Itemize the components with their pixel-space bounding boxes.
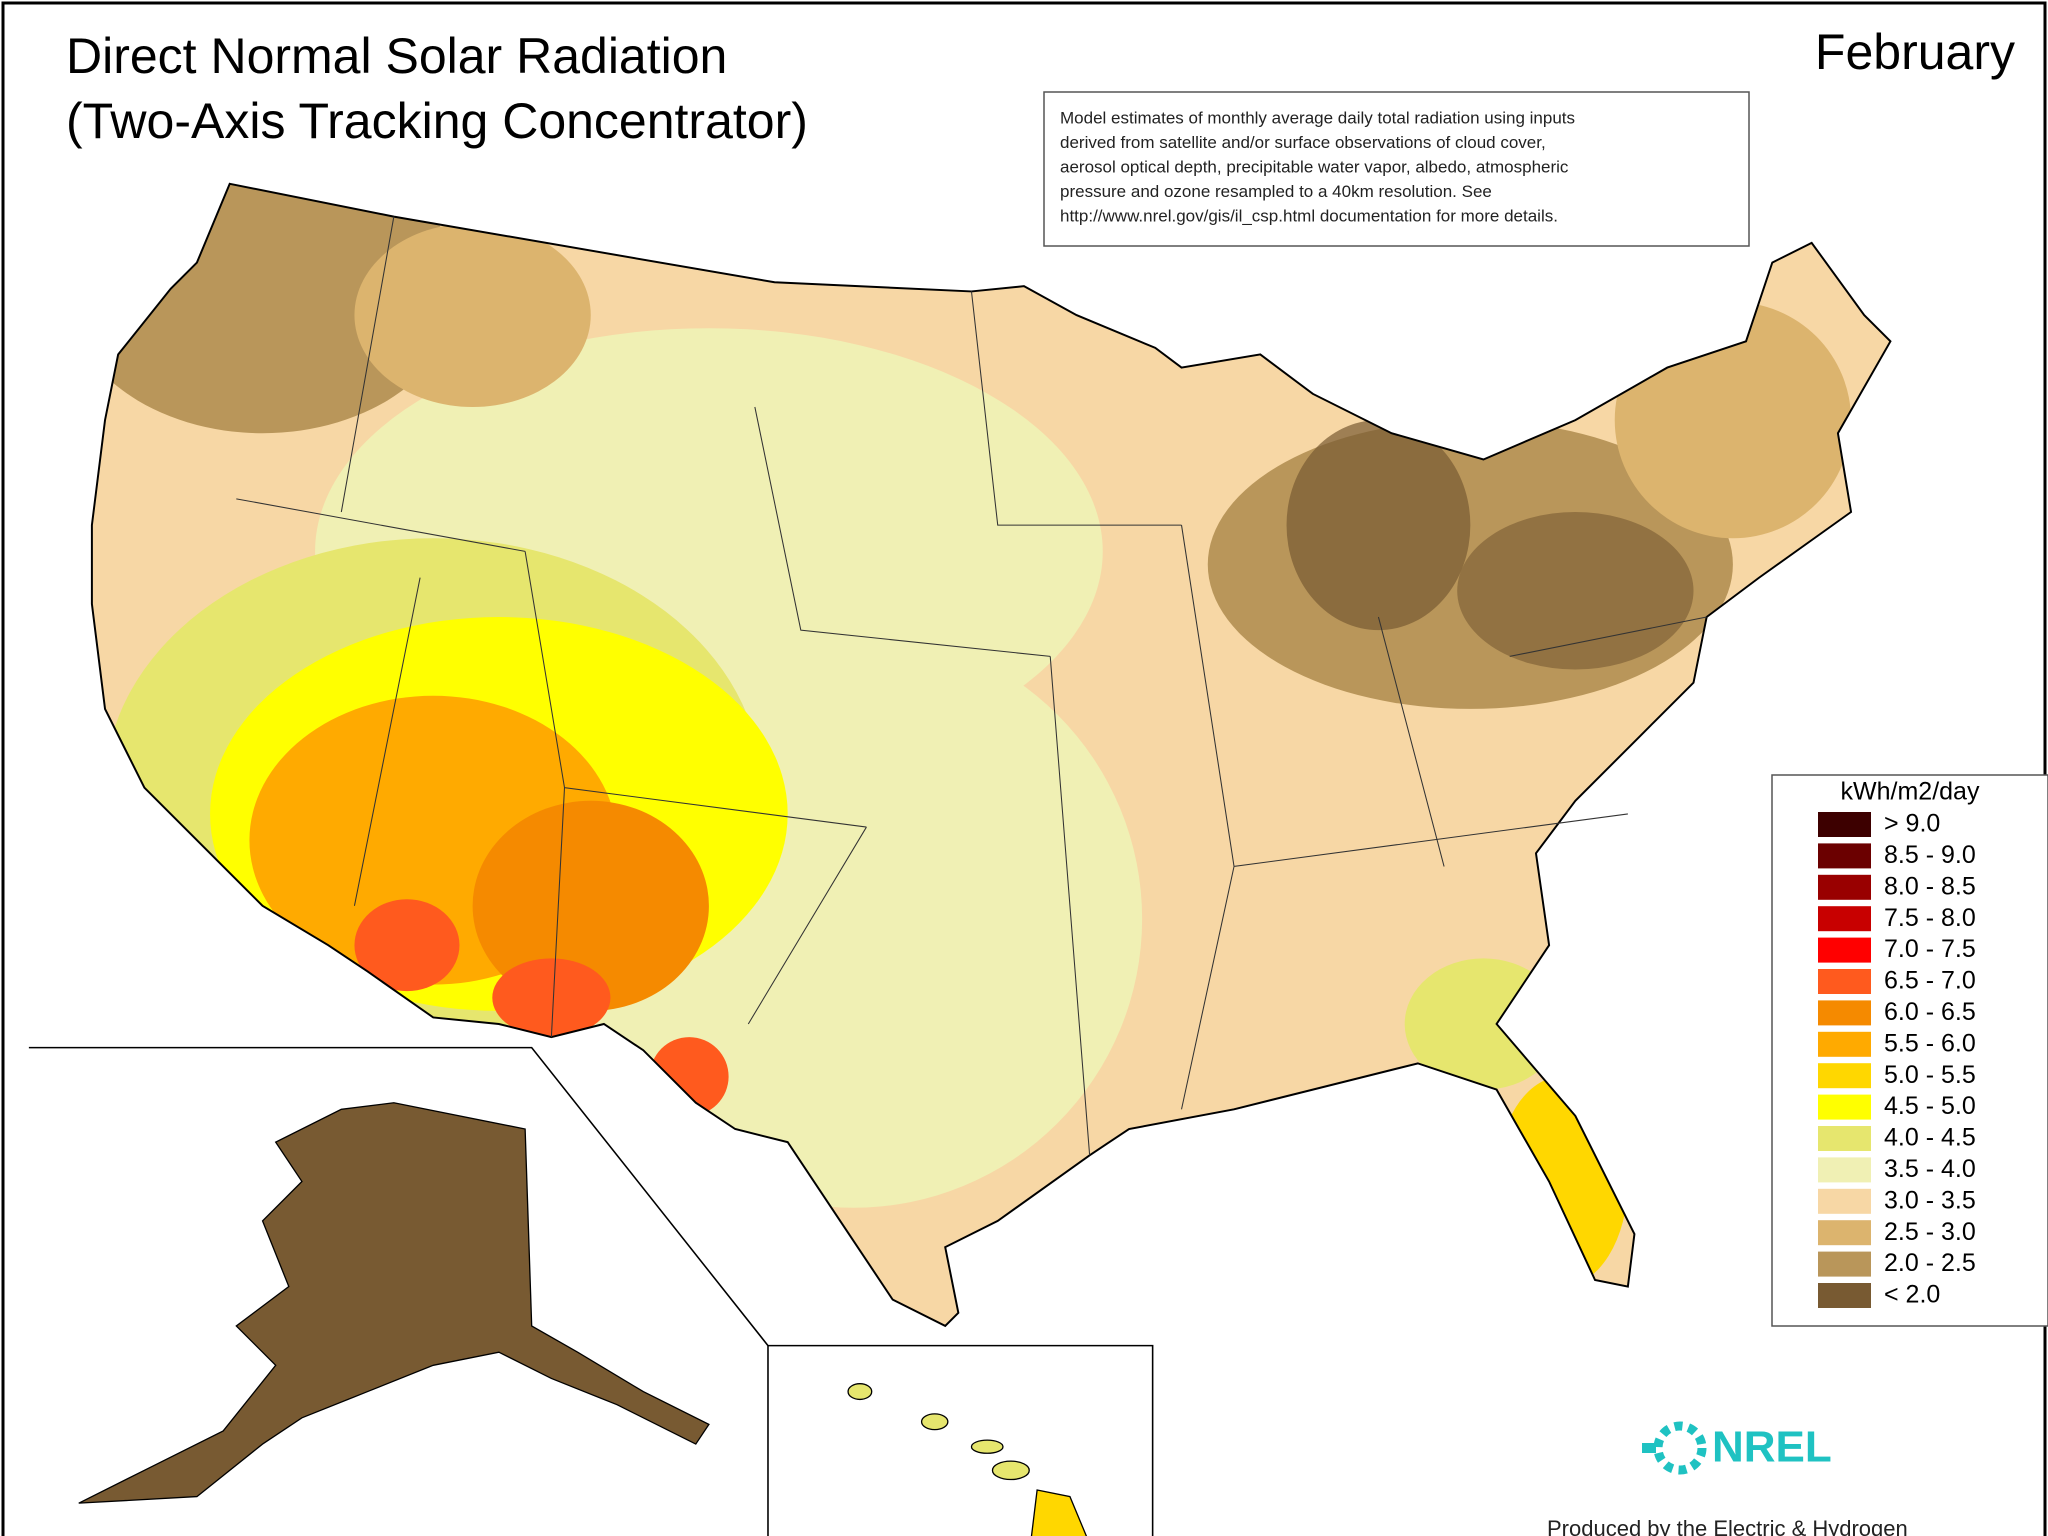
footer: Produced by the Electric & Hydrogen	[1547, 1516, 1908, 1536]
month: February	[1815, 24, 2015, 80]
legend-swatch	[1818, 1126, 1871, 1151]
alaska	[78, 1102, 710, 1504]
legend-label: 3.0 - 3.5	[1884, 1186, 1976, 1214]
note-line: derived from satellite and/or surface ob…	[1060, 133, 1546, 152]
legend-title: kWh/m2/day	[1841, 778, 1980, 806]
legend-swatch	[1818, 843, 1871, 869]
legend-label: 8.5 - 9.0	[1884, 841, 1976, 869]
legend-label: 8.0 - 8.5	[1884, 872, 1976, 900]
legend-label: 2.5 - 3.0	[1884, 1218, 1976, 1246]
legend-label: 6.5 - 7.0	[1884, 967, 1976, 995]
legend-swatch	[1818, 1220, 1871, 1246]
legend-swatch	[1818, 1157, 1871, 1183]
legend-label: 5.5 - 6.0	[1884, 1029, 1976, 1057]
legend-swatch	[1818, 874, 1871, 900]
legend-label: < 2.0	[1884, 1281, 1940, 1309]
legend-swatch	[1818, 1063, 1871, 1089]
legend-swatch	[1818, 1031, 1871, 1057]
legend-swatch	[1818, 969, 1871, 994]
legend-swatch	[1818, 1094, 1871, 1120]
legend-label: > 9.0	[1884, 810, 1940, 838]
note-box	[1043, 91, 1750, 247]
legend-label: 6.0 - 6.5	[1884, 998, 1976, 1026]
legend-label: 7.0 - 7.5	[1884, 935, 1976, 963]
logo-text: NREL	[1712, 1423, 1832, 1472]
legend: > 9.0 8.5 - 9.0 8.0 - 8.5 7.5 - 8.0 7.0 - 7.…	[1818, 810, 1976, 1309]
note-line: Model estimates of monthly average daily…	[1060, 108, 1575, 127]
state-lines	[236, 216, 1707, 1156]
legend-swatch	[1818, 1251, 1871, 1277]
note-line: aerosol optical depth, precipitable wate…	[1060, 157, 1569, 176]
legend-label: 3.5 - 4.0	[1884, 1155, 1976, 1183]
note-line: pressure and ozone resampled to a 40km r…	[1060, 182, 1492, 201]
legend-label: 2.0 - 2.5	[1884, 1249, 1976, 1277]
title-line: (Two-Axis Tracking Concentrator)	[66, 93, 808, 149]
hawaii	[847, 1383, 1088, 1536]
note-line: http://www.nrel.gov/gis/il_csp.html docu…	[1060, 206, 1558, 225]
legend-label: 7.5 - 8.0	[1884, 904, 1976, 932]
legend-swatch	[1818, 1283, 1871, 1308]
legend-swatch	[1818, 937, 1871, 963]
legend-label: 4.5 - 5.0	[1884, 1092, 1976, 1120]
legend-label: 4.0 - 4.5	[1884, 1124, 1976, 1152]
note: Model estimates of monthly average daily…	[1060, 108, 1575, 225]
logo: NREL	[1642, 1421, 1832, 1475]
legend-swatch	[1818, 1000, 1871, 1026]
legend-swatch	[1818, 906, 1871, 932]
title-line: Direct Normal Solar Radiation	[66, 28, 727, 84]
legend-swatch	[1818, 1188, 1871, 1214]
legend-label: 5.0 - 5.5	[1884, 1061, 1976, 1089]
legend-swatch	[1818, 812, 1871, 837]
